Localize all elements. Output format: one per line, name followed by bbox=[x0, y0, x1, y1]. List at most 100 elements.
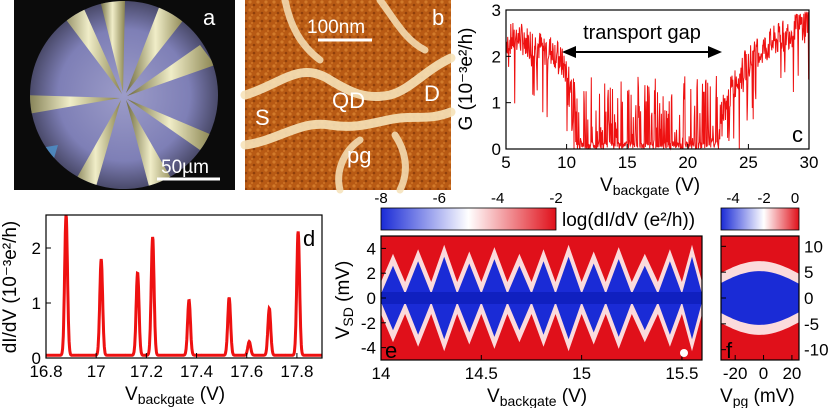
conductance-trace bbox=[505, 9, 810, 151]
y-tick-label: 10 bbox=[804, 237, 823, 256]
gap-band bbox=[381, 292, 702, 304]
label-drain: D bbox=[424, 81, 440, 106]
probe-tip bbox=[126, 5, 185, 93]
afm-image bbox=[245, 0, 451, 190]
panel-e: -8 -6 -4 -2 log(dI/dV (e²/h)) 14 14.5 15 15.5 -… bbox=[333, 190, 703, 408]
probe-tip bbox=[126, 100, 175, 189]
panel-e-ticks: 14 14.5 15 15.5 -4 -2 0 2 4 bbox=[361, 239, 699, 383]
colorbar-tick-label: 0 bbox=[791, 190, 799, 207]
colorbar-e-label: log(dI/dV (e²/h)) bbox=[562, 210, 695, 231]
x-tick-label: 14 bbox=[372, 364, 391, 383]
y-tick-label: 1 bbox=[492, 94, 501, 113]
colorbar-tick-label: -4 bbox=[491, 190, 504, 207]
panel-c-plot bbox=[505, 9, 810, 151]
x-tick-label: 20 bbox=[782, 364, 801, 383]
e-ylabel: VSD (mV) bbox=[333, 261, 356, 340]
colorbar-tick-label: -4 bbox=[726, 190, 739, 207]
panel-c: 5 10 15 20 25 30 0 1 2 3 c transport gap Vbackgat… bbox=[456, 1, 818, 198]
label-dot: QD bbox=[332, 88, 365, 113]
x-tick-label: 30 bbox=[800, 153, 819, 172]
y-tick-label: 0 bbox=[367, 289, 376, 308]
colorbar-f-ticks: -4 -2 0 bbox=[726, 190, 799, 207]
panel-letter-a: a bbox=[203, 5, 216, 30]
panel-f-ticks: -20 0 20-10 -5 0 5 10 bbox=[721, 237, 829, 383]
gap-arrow-right bbox=[708, 46, 722, 58]
panel-a: a 50µm bbox=[14, 0, 235, 190]
panel-d-plot bbox=[46, 214, 322, 357]
panel-letter-d: d bbox=[303, 226, 315, 251]
colorbar-tick-label: -8 bbox=[374, 190, 387, 207]
edge-bottom bbox=[240, 107, 456, 150]
d-xlabel: Vbackgate (V) bbox=[125, 384, 225, 407]
panel-c-ticks: 5 10 15 20 25 30 0 1 2 3 bbox=[492, 1, 819, 172]
f-xlabel: Vpg (mV) bbox=[720, 386, 795, 408]
colorbar-e-ticks: -8 -6 -4 -2 bbox=[374, 190, 562, 207]
panel-d-ticks: 16.8 17 17.2 17.4 17.6 17.8 0 1 2 bbox=[29, 239, 313, 381]
gate-edge bbox=[281, 0, 324, 64]
x-tick-label: 17 bbox=[87, 362, 106, 381]
x-tick-label: 17.2 bbox=[130, 362, 163, 381]
x-tick-label: 25 bbox=[739, 153, 758, 172]
y-tick-label: 2 bbox=[367, 264, 376, 283]
y-tick-label: 4 bbox=[367, 239, 376, 258]
probe-tip bbox=[70, 100, 121, 189]
gap-region bbox=[721, 271, 799, 325]
x-tick-label: 15 bbox=[572, 364, 591, 383]
y-tick-label: 1 bbox=[32, 294, 41, 313]
probe-tip bbox=[127, 45, 215, 96]
y-tick-label: -2 bbox=[361, 314, 376, 333]
y-tick-label: 0 bbox=[32, 349, 41, 368]
gate-edge bbox=[376, 0, 429, 54]
plunger-edge bbox=[391, 131, 409, 194]
y-tick-label: 2 bbox=[492, 47, 501, 66]
constrictions bbox=[240, 0, 456, 194]
x-tick-label: 14.5 bbox=[465, 364, 498, 383]
colorbar-tick-label: -2 bbox=[757, 190, 770, 207]
gap-label: transport gap bbox=[583, 22, 701, 44]
panel-letter-e: e bbox=[385, 338, 397, 363]
x-tick-label: 17.4 bbox=[180, 362, 213, 381]
x-tick-label: 10 bbox=[557, 153, 576, 172]
microscope-field bbox=[30, 1, 218, 189]
x-tick-label: 15 bbox=[618, 153, 637, 172]
gap-arrow-left bbox=[562, 46, 576, 58]
colorbar-f bbox=[720, 207, 800, 231]
panel-d-frame bbox=[45, 214, 323, 359]
x-tick-label: 15.5 bbox=[665, 364, 698, 383]
heatmap-e bbox=[381, 236, 702, 360]
panel-letter-f: f bbox=[726, 338, 733, 363]
y-tick-label: 0 bbox=[492, 140, 501, 159]
x-tick-label: 5 bbox=[501, 153, 510, 172]
y-tick-label: -4 bbox=[361, 339, 376, 358]
marker-dot bbox=[680, 349, 688, 357]
panel-letter-b: b bbox=[432, 5, 444, 30]
x-tick-label: 17.6 bbox=[230, 362, 263, 381]
transport-gap-annotation: transport gap bbox=[562, 22, 722, 58]
y-tick-label: -10 bbox=[804, 341, 829, 360]
panel-c-frame bbox=[505, 9, 810, 150]
probe-tip bbox=[30, 95, 120, 115]
panel-letter-c: c bbox=[792, 122, 803, 147]
y-tick-label: 0 bbox=[804, 289, 813, 308]
label-source: S bbox=[255, 105, 270, 130]
label-plunger: pg bbox=[347, 143, 371, 168]
edge-top bbox=[240, 53, 456, 102]
scalebar-label-b: 100nm bbox=[307, 17, 365, 38]
panel-d: 16.8 17 17.2 17.4 17.6 17.8 0 1 2 d Vbackgate (V… bbox=[0, 214, 323, 407]
plunger-edge bbox=[335, 136, 364, 194]
x-tick-label: -20 bbox=[723, 364, 748, 383]
colorbar-tick-label: -6 bbox=[433, 190, 446, 207]
colorbar-tick-label: -2 bbox=[549, 190, 562, 207]
probe-tip bbox=[127, 99, 212, 150]
scalebar-label-a: 50µm bbox=[161, 157, 209, 178]
y-tick-label: 5 bbox=[804, 263, 813, 282]
x-tick-label: 0 bbox=[759, 364, 768, 383]
probe-tip bbox=[55, 1, 122, 94]
panel-b: b 100nm S D QD pg bbox=[240, 0, 456, 194]
y-tick-label: 3 bbox=[492, 1, 501, 20]
c-ylabel: G (10⁻³e²/h) bbox=[456, 28, 477, 131]
y-tick-label: 2 bbox=[32, 239, 41, 258]
probe-tip bbox=[100, 1, 125, 92]
